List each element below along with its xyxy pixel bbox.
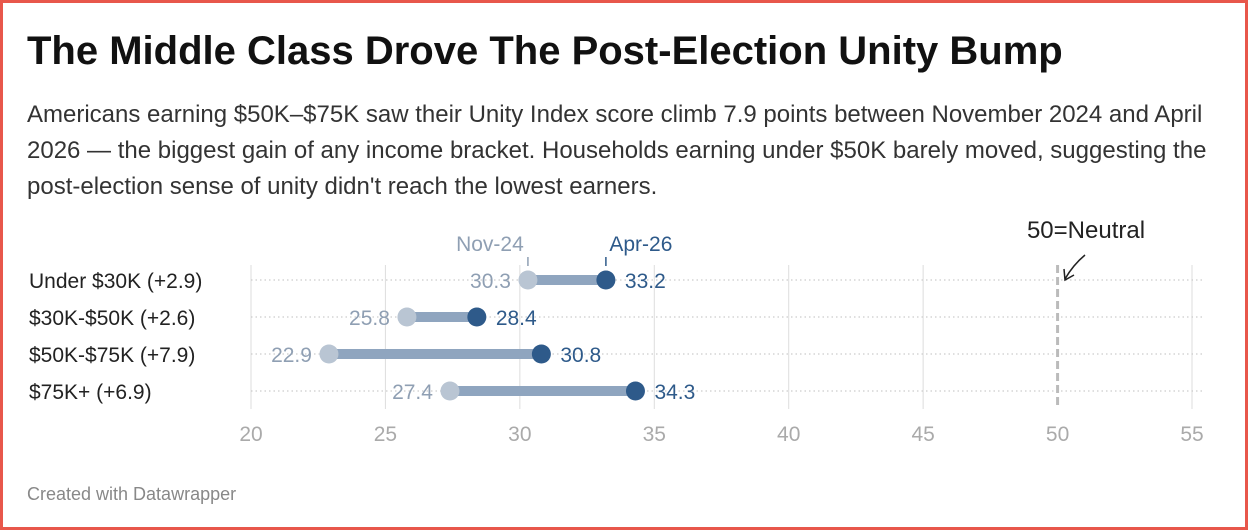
x-tick-label: 55 bbox=[1180, 423, 1203, 446]
legend-label-nov: Nov-24 bbox=[456, 233, 524, 256]
x-tick-label: 25 bbox=[374, 423, 397, 446]
dot-nov-24 bbox=[440, 381, 460, 401]
category-label: Under $30K (+2.9) bbox=[29, 270, 202, 293]
dot-apr-26 bbox=[625, 381, 645, 401]
x-tick-label: 35 bbox=[643, 423, 666, 446]
x-tick-label: 40 bbox=[777, 423, 800, 446]
datawrapper-credit: Created with Datawrapper bbox=[27, 484, 237, 504]
legend-label-apr: Apr-26 bbox=[609, 233, 672, 256]
value-label-nov-24: 25.8 bbox=[349, 307, 390, 330]
category-label: $75K+ (+6.9) bbox=[29, 381, 152, 404]
dot-nov-24 bbox=[397, 307, 417, 327]
category-label: $50K-$75K (+7.9) bbox=[29, 344, 195, 367]
range-dot-chart: 50=Neutral Nov-24 Apr-26 Under $30K (+2.9) 3… bbox=[29, 217, 1205, 446]
x-tick-label: 45 bbox=[911, 423, 934, 446]
x-tick-label: 20 bbox=[239, 423, 262, 446]
x-tick-label: 50 bbox=[1046, 423, 1069, 446]
category-label: $30K-$50K (+2.6) bbox=[29, 307, 195, 330]
value-label-nov-24: 27.4 bbox=[392, 381, 433, 404]
dot-apr-26 bbox=[467, 307, 487, 327]
chart-title: The Middle Class Drove The Post-Election… bbox=[27, 29, 1063, 73]
chart-subtitle: Americans earning $50K–$75K saw their Un… bbox=[27, 101, 1207, 200]
dot-nov-24 bbox=[319, 344, 339, 364]
annotation-arrow bbox=[1064, 254, 1086, 280]
dot-apr-26 bbox=[596, 270, 616, 290]
value-label-nov-24: 22.9 bbox=[271, 344, 312, 367]
dot-nov-24 bbox=[518, 270, 538, 290]
value-label-apr-26: 34.3 bbox=[654, 381, 695, 404]
value-label-nov-24: 30.3 bbox=[470, 270, 511, 293]
x-tick-label: 30 bbox=[508, 423, 531, 446]
annotation-arrowhead bbox=[1063, 268, 1075, 282]
value-label-apr-26: 28.4 bbox=[496, 307, 537, 330]
neutral-reference-label: 50=Neutral bbox=[1027, 217, 1145, 244]
dot-apr-26 bbox=[531, 344, 551, 364]
value-label-apr-26: 33.2 bbox=[625, 270, 666, 293]
value-label-apr-26: 30.8 bbox=[560, 344, 601, 367]
